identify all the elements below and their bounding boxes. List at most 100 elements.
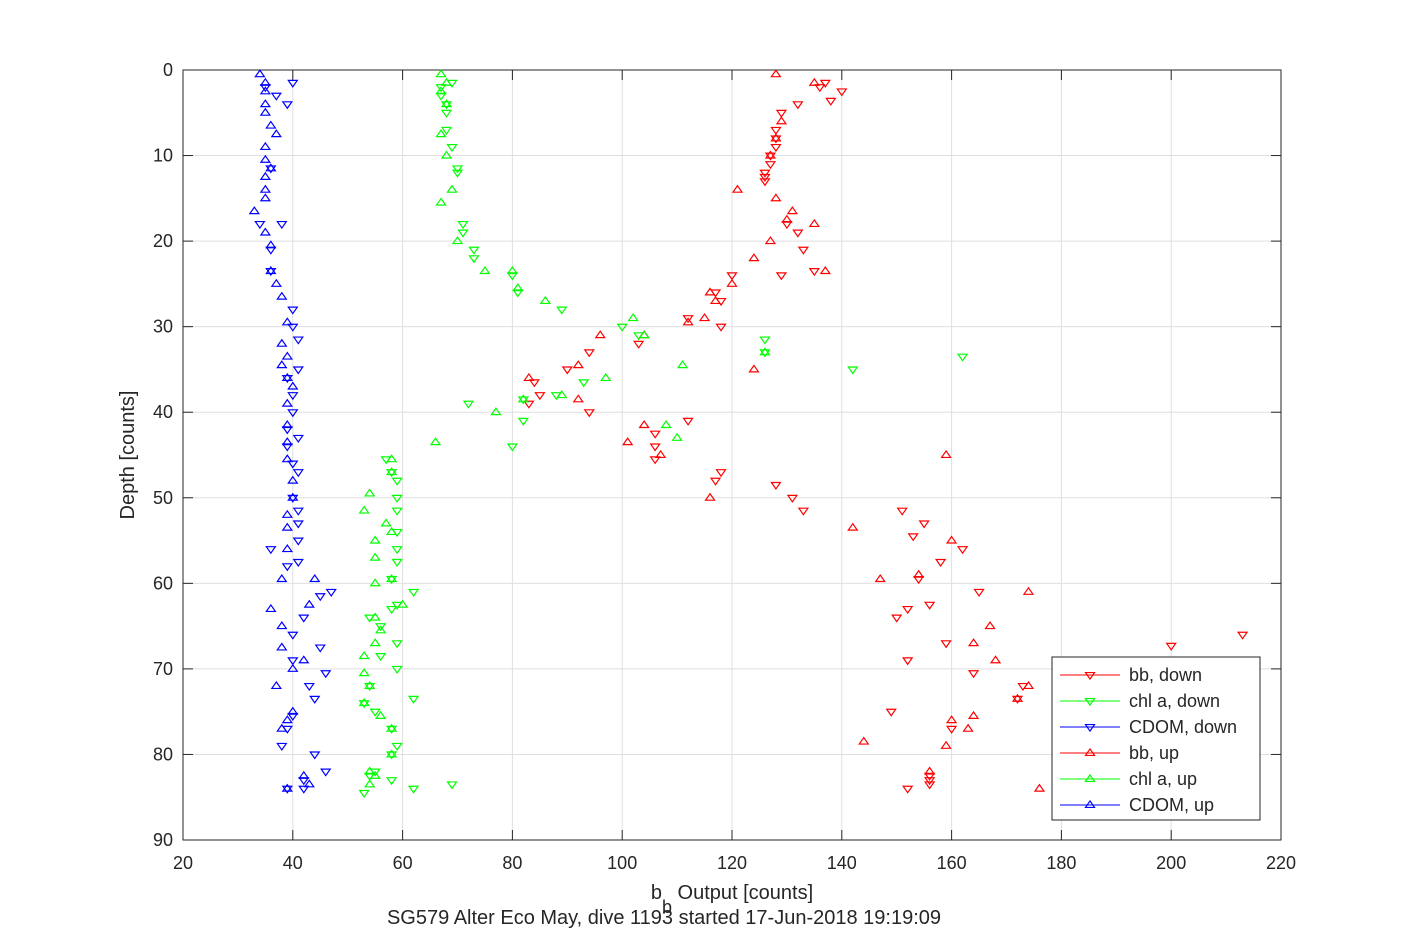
data-point-bb-down (770, 126, 782, 135)
data-point-cdom-up (281, 372, 293, 382)
data-point-chl-a-down (391, 507, 403, 516)
data-point-bb-up (731, 184, 744, 193)
y-tick-label: 20 (153, 231, 173, 251)
data-point-bb-down (775, 109, 788, 118)
data-point-cdom-down (281, 374, 293, 384)
data-point-cdom-down (292, 520, 304, 529)
data-point-chl-a-up (490, 407, 502, 416)
data-point-cdom-up (259, 86, 271, 95)
data-point-cdom-down (281, 785, 293, 794)
data-point-cdom-down (292, 507, 304, 516)
data-point-bb-down (709, 477, 722, 486)
data-point-cdom-up (276, 338, 288, 347)
data-point-bb-down (534, 392, 546, 401)
data-point-bb-down (967, 670, 980, 679)
data-point-bb-down (770, 135, 782, 144)
legend-marker (1084, 697, 1096, 707)
data-point-chl-a-down (451, 169, 464, 178)
x-tick-label: 80 (502, 853, 522, 873)
legend-marker (1084, 799, 1096, 809)
data-point-cdom-down (292, 537, 304, 546)
data-point-chl-a-up (600, 372, 612, 382)
data-point-bb-up (940, 740, 952, 749)
data-point-cdom-down (270, 92, 282, 101)
data-point-chl-a-up (358, 505, 370, 514)
data-point-bb-down (808, 268, 820, 277)
data-point-bb-up (874, 573, 886, 583)
data-point-bb-up (698, 313, 711, 322)
data-point-bb-down (1011, 695, 1024, 704)
data-point-bb-down (649, 456, 661, 465)
data-point-bb-down (956, 546, 969, 555)
data-point-chl-a-down (468, 255, 480, 264)
data-point-bb-down (797, 507, 810, 516)
data-point-cdom-down (281, 563, 293, 572)
data-point-chl-a-up (374, 710, 387, 719)
data-point-bb-up (1022, 586, 1035, 595)
data-point-chl-a-down (374, 623, 387, 632)
data-point-bb-down (891, 614, 903, 623)
data-point-cdom-up (281, 398, 293, 407)
x-axis-label-subscript: b (662, 897, 672, 917)
data-point-chl-a-down (374, 653, 387, 662)
data-point-cdom-up (259, 184, 271, 193)
data-point-chl-a-up (369, 578, 381, 587)
data-points (248, 69, 1249, 799)
data-point-chl-a-down (440, 101, 453, 110)
data-point-chl-a-down (517, 417, 530, 426)
data-point-cdom-up (281, 419, 293, 429)
data-point-chl-a-up (385, 573, 398, 583)
data-point-cdom-up (254, 69, 266, 78)
data-point-chl-a-up (539, 295, 551, 305)
data-point-bb-down (1236, 631, 1249, 640)
data-point-chl-a-down (468, 246, 480, 255)
x-tick-label: 100 (607, 853, 637, 873)
data-point-chl-a-up (369, 612, 381, 621)
data-point-bb-down (770, 143, 782, 153)
data-point-cdom-up (281, 317, 293, 326)
data-point-chl-a-down (358, 789, 370, 799)
data-point-chl-a-up (512, 283, 524, 292)
data-point-cdom-down (325, 588, 337, 597)
data-point-chl-a-down (440, 126, 453, 135)
data-point-bb-down (528, 379, 541, 388)
data-point-cdom-down (292, 336, 304, 345)
legend-label: bb, down (1129, 665, 1202, 685)
data-point-chl-a-down (385, 751, 398, 760)
data-point-cdom-up (281, 783, 293, 792)
data-point-cdom-down (287, 79, 299, 88)
data-point-chl-a-up (440, 99, 453, 108)
x-tick-label: 200 (1156, 853, 1186, 873)
data-point-cdom-down (309, 695, 321, 704)
data-point-chl-a-up (364, 488, 376, 497)
x-axis-label-rest: Output [counts] (672, 882, 813, 904)
data-point-bb-down (633, 340, 645, 349)
data-point-bb-down (715, 469, 727, 478)
data-point-cdom-down (320, 768, 332, 777)
data-point-cdom-down (265, 268, 277, 277)
data-point-bb-down (923, 601, 936, 610)
data-point-chl-a-up (369, 770, 381, 779)
x-tick-label: 40 (283, 853, 303, 873)
data-point-bb-up (781, 214, 793, 223)
data-point-cdom-up (259, 171, 271, 180)
data-point-bb-down (792, 101, 804, 110)
y-tick-label: 70 (153, 659, 173, 679)
data-point-chl-a-up (429, 437, 442, 446)
data-point-chl-a-up (396, 599, 409, 608)
data-point-cdom-up (287, 663, 299, 672)
data-point-chl-a-down (759, 349, 771, 358)
data-point-cdom-down (292, 558, 304, 568)
data-point-bb-up (764, 236, 777, 245)
data-point-chl-a-down (556, 306, 568, 315)
data-point-bb-up (770, 193, 782, 202)
data-point-cdom-up (287, 492, 299, 501)
legend-label: chl a, down (1129, 691, 1220, 711)
legend-marker (1084, 747, 1096, 757)
data-point-cdom-up (270, 680, 282, 690)
data-point-chl-a-up (517, 394, 530, 403)
data-point-cdom-up (265, 163, 277, 172)
data-point-chl-a-down (391, 477, 403, 486)
data-point-bb-up (638, 419, 650, 429)
data-point-chl-a-down (391, 546, 403, 555)
